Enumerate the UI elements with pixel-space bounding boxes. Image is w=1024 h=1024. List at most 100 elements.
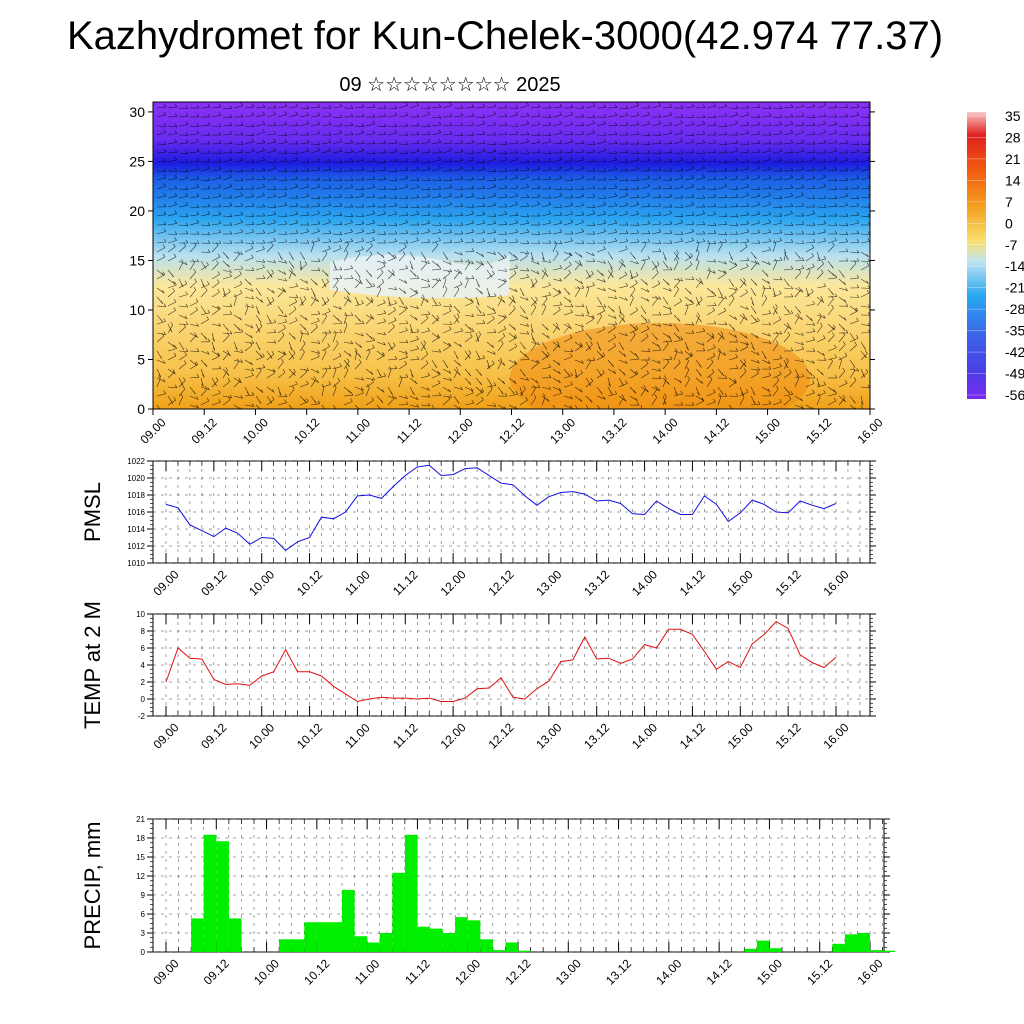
wind-barb-flag (680, 219, 683, 223)
wind-barb-flag (559, 175, 563, 179)
wind-barb (827, 357, 837, 361)
wind-barb (541, 204, 551, 208)
wind-barb-flag (845, 113, 849, 117)
wind-barb-flag (845, 238, 849, 242)
wind-barb-flag (844, 380, 848, 384)
wind-barb-flag (262, 147, 265, 151)
wind-barb-flag (603, 147, 606, 151)
wind-barb (387, 241, 397, 244)
wind-barb-flag (691, 221, 695, 225)
wind-barb (761, 195, 771, 199)
wind-barb (497, 343, 504, 352)
wind-barb (541, 332, 550, 339)
wind-barb-flag (812, 322, 816, 326)
wind-barb-flag (372, 158, 376, 162)
wind-barb-flag (504, 221, 508, 225)
wind-barb-flag (702, 174, 705, 178)
wind-barb-flag (185, 291, 188, 295)
wind-barb (486, 404, 496, 407)
wind-barb-flag (537, 240, 541, 244)
wind-barb-flag (581, 122, 585, 126)
wind-barb-flag (711, 333, 715, 337)
x-tick-label: 09.12 (198, 567, 229, 598)
wind-barb-flag (658, 323, 661, 327)
wind-barb (343, 341, 353, 345)
wind-barb (497, 152, 508, 155)
wind-barb (552, 114, 562, 118)
wind-barb-flag (394, 168, 398, 172)
wind-barb-flag (302, 349, 305, 353)
wind-barb-flag (217, 288, 220, 293)
wind-barb (497, 257, 507, 262)
wind-barb-flag (845, 123, 849, 127)
wind-barb-flag (625, 121, 629, 126)
wind-barb (563, 305, 574, 308)
wind-barb-flag (537, 201, 540, 205)
x-tick-label: 13.12 (581, 720, 612, 751)
wind-barb-flag (350, 139, 354, 143)
wind-barb (156, 335, 164, 343)
wind-barb-flag (801, 265, 805, 269)
wind-barb-flag (787, 309, 790, 314)
wind-barb-flag (702, 230, 706, 235)
wind-barb-flag (273, 204, 277, 208)
wind-barb-flag (515, 174, 519, 179)
wind-barb (453, 168, 463, 172)
wind-barb (398, 363, 407, 370)
wind-barb (673, 261, 679, 271)
wind-barb (453, 196, 463, 199)
wind-barb-flag (699, 318, 702, 323)
wind-barb-flag (361, 147, 364, 151)
wind-barb (805, 159, 815, 163)
wind-barb (222, 170, 233, 173)
wind-barb (750, 359, 760, 364)
wind-barb-flag (380, 399, 384, 403)
wind-barb (596, 260, 606, 264)
wind-barb-flag (852, 364, 856, 368)
wind-barb-flag (251, 176, 255, 180)
wind-barb-flag (358, 318, 362, 323)
x-tick-label: 12.00 (445, 415, 476, 446)
wind-barb-flag (856, 111, 860, 116)
wind-barb-flag (834, 222, 838, 226)
wind-barb-flag (196, 104, 200, 109)
wind-barb (541, 354, 550, 361)
wind-barb-flag (555, 410, 557, 413)
wind-barb-flag (812, 131, 816, 135)
wind-barb (420, 231, 430, 235)
wind-barb-flag (645, 360, 649, 364)
x-tick-label: 09.00 (137, 415, 168, 446)
wind-barb-flag (614, 166, 618, 170)
wind-barb-flag (757, 360, 760, 364)
wind-barb-flag (295, 238, 299, 243)
wind-barb-flag (680, 194, 684, 199)
wind-barb-flag (240, 202, 244, 207)
wind-barb (607, 159, 617, 163)
wind-barb (244, 296, 254, 300)
wind-barb (761, 332, 771, 337)
wind-barb (739, 177, 749, 181)
wind-barb-flag (625, 210, 629, 215)
wind-barb (398, 115, 408, 118)
wind-barb-flag (746, 220, 750, 224)
wind-barb-flag (412, 391, 415, 395)
wind-barb (200, 377, 204, 387)
wind-barb (618, 296, 628, 301)
wind-barb (585, 251, 595, 257)
wind-barb-flag (240, 251, 243, 255)
wind-barb-flag (260, 299, 264, 303)
wind-barb (827, 335, 835, 343)
wind-barb-flag (416, 102, 419, 106)
wind-barb-flag (207, 158, 211, 162)
wind-barb-flag (592, 357, 596, 361)
wind-barb-flag (328, 177, 332, 181)
y-tick-label: 0 (137, 401, 145, 417)
wind-barb (233, 170, 244, 173)
wind-barb (387, 309, 396, 316)
wind-barb-flag (613, 324, 616, 328)
wind-barb-flag (592, 193, 596, 198)
wind-barb-flag (284, 102, 288, 107)
wind-barb-flag (643, 310, 647, 314)
wind-barb-flag (622, 318, 626, 323)
wind-barb (519, 276, 529, 280)
